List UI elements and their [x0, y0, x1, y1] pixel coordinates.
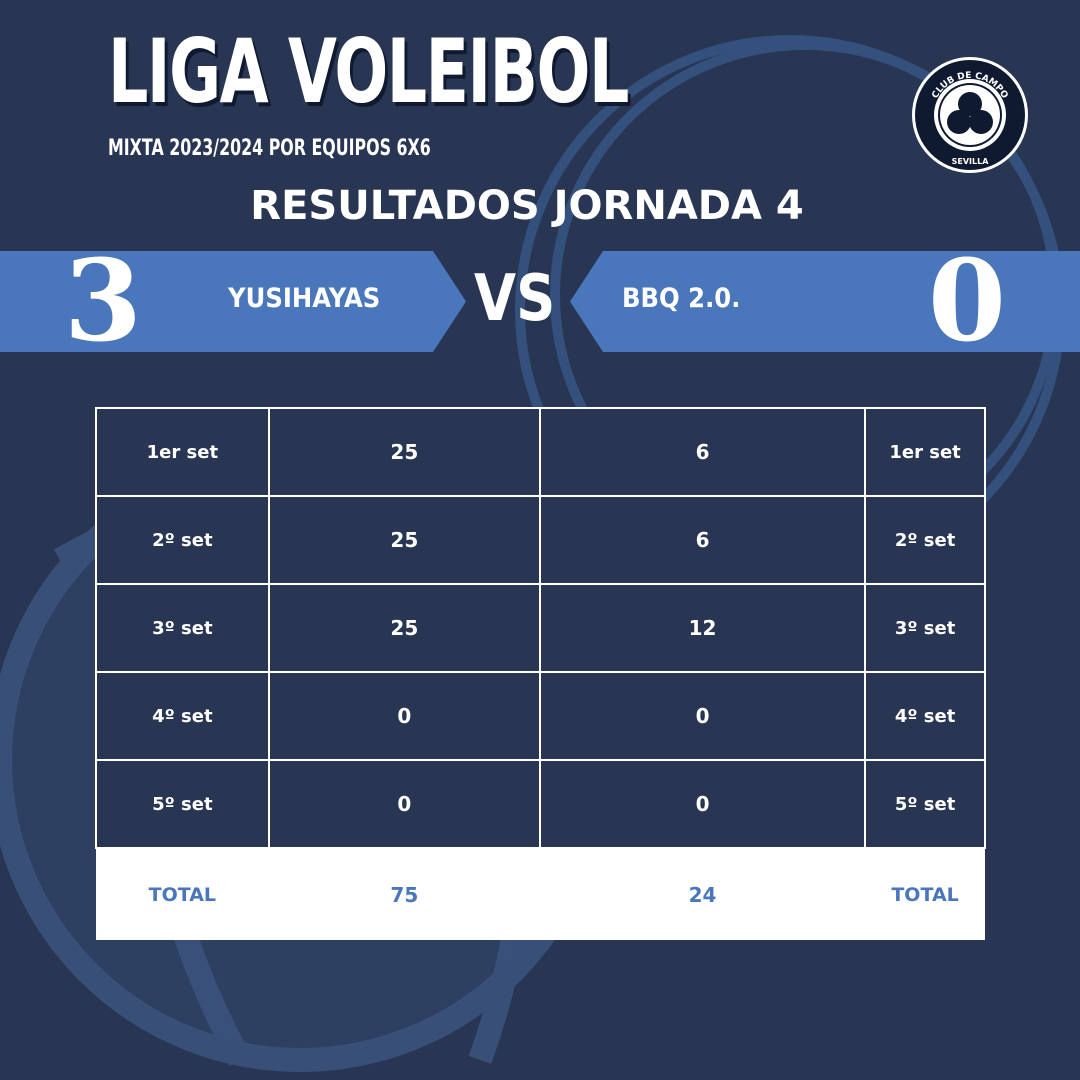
home-team-name: YUSIHAYAS — [228, 283, 381, 314]
home-set-points: 25 — [267, 495, 541, 585]
set-label: 1er set — [95, 407, 270, 497]
home-set-points: 0 — [267, 759, 541, 849]
page-title: LIGA VOLEIBOL — [108, 20, 629, 123]
away-set-points: 0 — [538, 759, 867, 849]
away-set-points: 6 — [538, 407, 867, 497]
home-total-points: 75 — [268, 848, 540, 940]
set-label: 3º set — [95, 583, 270, 673]
set-row: 2º set 25 6 2º set — [95, 495, 986, 585]
set-label: 2º set — [95, 495, 270, 585]
set-row: 4º set 0 0 4º set — [95, 671, 986, 761]
vs-label: VS — [474, 262, 556, 336]
results-heading: RESULTADOS JORNADA 4 — [250, 183, 804, 229]
away-set-points: 12 — [538, 583, 867, 673]
set-results-table: 1er set 25 6 1er set 2º set 25 6 2º set 3º set 25… — [95, 407, 986, 940]
away-set-points: 0 — [538, 671, 867, 761]
total-label: TOTAL — [865, 848, 985, 940]
set-row: 5º set 0 0 5º set — [95, 759, 986, 849]
away-team-banner — [570, 251, 1080, 352]
set-row: 3º set 25 12 3º set — [95, 583, 986, 673]
logo-bottom-text: SEVILLA — [952, 157, 990, 166]
set-label: 3º set — [864, 583, 986, 673]
home-set-points: 0 — [267, 671, 541, 761]
set-label: 2º set — [864, 495, 986, 585]
away-set-points: 6 — [538, 495, 867, 585]
club-logo: CLUB DE CAMPO SEVILLA — [912, 57, 1028, 173]
home-set-points: 25 — [267, 583, 541, 673]
away-total-points: 24 — [539, 848, 866, 940]
page-subtitle: MIXTA 2023/2024 POR EQUIPOS 6X6 — [108, 136, 431, 161]
away-score: 0 — [928, 236, 1006, 367]
home-team-banner — [0, 251, 466, 352]
set-label: 4º set — [864, 671, 986, 761]
set-label: 1er set — [864, 407, 986, 497]
home-score: 3 — [64, 236, 142, 367]
home-set-points: 25 — [267, 407, 541, 497]
set-label: 5º set — [864, 759, 986, 849]
set-row: 1er set 25 6 1er set — [95, 407, 986, 497]
total-row: TOTAL 75 24 TOTAL — [96, 848, 985, 940]
set-label: 4º set — [95, 671, 270, 761]
set-label: 5º set — [95, 759, 270, 849]
away-team-name: BBQ 2.0. — [622, 283, 741, 314]
total-label: TOTAL — [96, 848, 269, 940]
